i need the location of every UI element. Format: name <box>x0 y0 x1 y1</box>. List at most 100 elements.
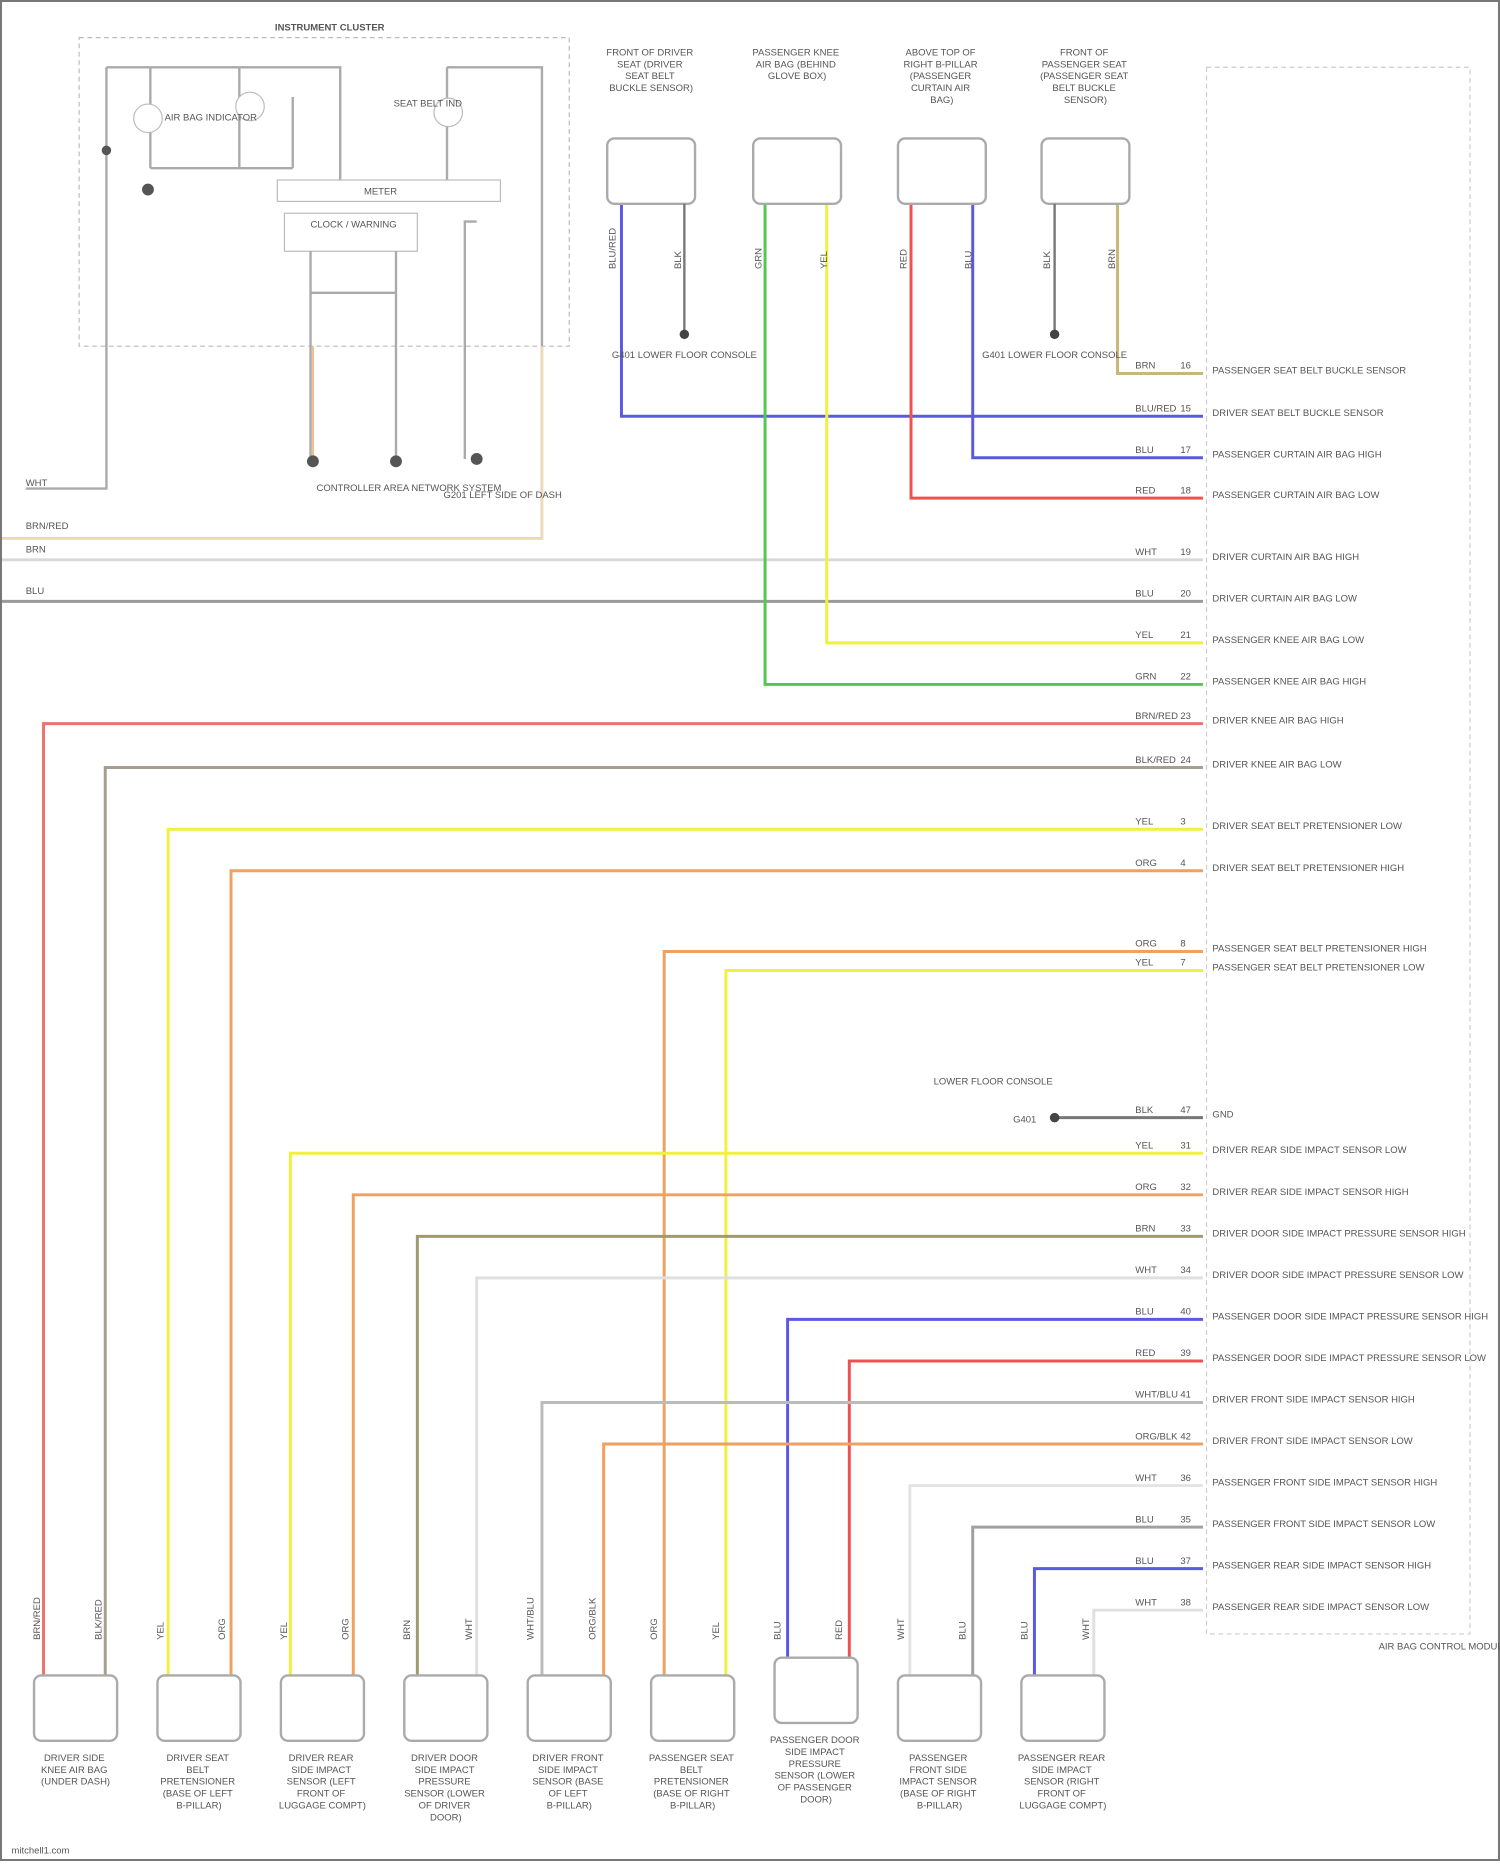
wire-color-code: WHT <box>1135 547 1157 558</box>
wire-color-code: BRN <box>1135 361 1155 372</box>
wire-color-code: BRN/RED <box>32 1597 43 1640</box>
pin-number: 17 <box>1180 445 1191 456</box>
pin-number: 18 <box>1180 485 1191 496</box>
wire-color-code: WHT/BLU <box>526 1597 537 1640</box>
wire-color-code: WHT <box>464 1618 475 1640</box>
wire-color-code: BRN <box>402 1620 413 1640</box>
pin-number: 8 <box>1180 939 1185 950</box>
wire-driver-door-side-impact-pressure-sensor-high <box>415 1234 1203 1682</box>
circuit-label: DRIVER REAR SIDE IMPACT SENSOR LOW <box>1212 1145 1406 1156</box>
wire-color-code: RED <box>1135 485 1155 496</box>
wire-color-code: WHT <box>896 1618 907 1640</box>
wire-driver-seat-belt-pretensioner-high <box>229 869 1203 1682</box>
circuit-label: DRIVER SEAT BELT PRETENSIONER HIGH <box>1212 863 1404 874</box>
wire-color-code: YEL <box>155 1622 166 1640</box>
ground-icon <box>679 329 690 340</box>
g201-label: G201 LEFT SIDE OF DASH <box>443 490 562 501</box>
pin-number: 39 <box>1180 1348 1191 1359</box>
wire-color-code: BLU <box>958 1621 969 1640</box>
wire-passenger-curtain-air-bag-high <box>971 203 1203 460</box>
instrument-cluster: INSTRUMENT CLUSTER AIR BAG INDICATOR SEA… <box>2 22 1500 1857</box>
circuit-label: PASSENGER CURTAIN AIR BAG HIGH <box>1212 450 1381 461</box>
circuit-label: DRIVER CURTAIN AIR BAG LOW <box>1212 593 1357 604</box>
wire-color-code: WHT <box>1135 1597 1157 1608</box>
circuit-label: DRIVER DOOR SIDE IMPACT PRESSURE SENSOR … <box>1212 1270 1463 1281</box>
component-connector <box>156 1674 242 1742</box>
circuit-label: PASSENGER FRONT SIDE IMPACT SENSOR LOW <box>1212 1519 1435 1530</box>
component-label: DRIVER DOOR SIDE IMPACT PRESSURE SENSOR … <box>404 1753 487 1823</box>
circuit-label: PASSENGER REAR SIDE IMPACT SENSOR HIGH <box>1212 1561 1431 1572</box>
pin-number: 42 <box>1180 1431 1191 1442</box>
seatbelt-indicator-lamp-icon <box>433 97 464 128</box>
pin-number: 24 <box>1180 755 1191 766</box>
lamp1-label: AIR BAG INDICATOR <box>165 113 258 124</box>
wire-color-code: ORG <box>1135 1182 1157 1193</box>
circuit-label: PASSENGER DOOR SIDE IMPACT PRESSURE SENS… <box>1212 1353 1486 1364</box>
wire-color-code: WHT <box>1135 1473 1157 1484</box>
circuit-label: PASSENGER SEAT BELT PRETENSIONER HIGH <box>1212 943 1426 954</box>
wire-color-code: YEL <box>819 251 830 269</box>
pin-number: 38 <box>1180 1597 1191 1608</box>
cluster-title: INSTRUMENT CLUSTER <box>275 22 385 33</box>
component-label: DRIVER SEAT BELT PRETENSIONER (BASE OF L… <box>160 1753 237 1811</box>
wire-color-code: BLU <box>1135 589 1154 600</box>
wire-color-code: BLU <box>772 1621 783 1640</box>
circuit-label: GND <box>1212 1110 1233 1121</box>
wire-driver-knee-air-bag-low <box>103 766 1203 1682</box>
circuit-label: DRIVER REAR SIDE IMPACT SENSOR HIGH <box>1212 1187 1408 1198</box>
wire-color-code: ORG <box>217 1618 228 1640</box>
wire-color-code: BRN <box>1107 249 1118 269</box>
wire-passenger-curtain-air-bag-low <box>909 203 1203 500</box>
wire-driver-seat-belt-buckle-sensor <box>619 203 1203 418</box>
wire-color-code: BLK <box>673 250 684 269</box>
component-connector <box>649 1674 736 1742</box>
top-sensor-label: PASSENGER KNEE AIR BAG (BEHIND GLOVE BOX… <box>752 47 841 82</box>
wire-color-code: BLU <box>1135 1307 1154 1318</box>
pin-number: 15 <box>1180 403 1191 414</box>
pin-number: 41 <box>1180 1390 1191 1401</box>
wire-driver-knee-air-bag-high <box>42 722 1203 1682</box>
wire-passenger-rear-side-impact-sensor-high <box>1032 1567 1203 1682</box>
wire-passenger-front-side-impact-sensor-low <box>971 1525 1203 1682</box>
pin-number: 20 <box>1180 589 1191 600</box>
ground-label: G401 LOWER FLOOR CONSOLE <box>982 350 1127 361</box>
top-sensor-connector <box>606 137 697 205</box>
circuit-label: PASSENGER SEAT BELT PRETENSIONER LOW <box>1212 962 1424 973</box>
component-label: PASSENGER SEAT BELT PRETENSIONER (BASE O… <box>649 1753 736 1811</box>
wire-color-code: BLK/RED <box>94 1599 105 1640</box>
pin-number: 22 <box>1180 672 1191 683</box>
indicator-lamp-icon <box>235 91 265 122</box>
component-connector <box>1020 1674 1106 1742</box>
circuit-label: DRIVER FRONT SIDE IMPACT SENSOR LOW <box>1212 1436 1412 1447</box>
wire-color-code: ORG <box>1135 939 1157 950</box>
pin-number: 19 <box>1180 547 1191 558</box>
wire-driver-rear-side-impact-sensor-high <box>351 1193 1203 1682</box>
wire-color-code: BLU <box>1019 1621 1030 1640</box>
meter-block <box>276 179 502 202</box>
circuit-label: PASSENGER DOOR SIDE IMPACT PRESSURE SENS… <box>1212 1311 1488 1322</box>
component-label: DRIVER SIDE KNEE AIR BAG (UNDER DASH) <box>41 1753 110 1788</box>
component-label: PASSENGER DOOR SIDE IMPACT PRESSURE SENS… <box>770 1735 862 1805</box>
wire-driver-seat-belt-pretensioner-low <box>166 827 1203 1682</box>
pin-number: 23 <box>1180 711 1191 722</box>
wire-color-code: ORG/BLK <box>1135 1431 1178 1442</box>
component-connector <box>526 1674 612 1742</box>
module-label: AIR BAG CONTROL MODULE (LOWER FLOOR CONS… <box>1379 1641 1500 1652</box>
top-sensor-label: ABOVE TOP OF RIGHT B-PILLAR (PASSENGER C… <box>903 47 980 105</box>
top-sensor-connector <box>1040 137 1131 205</box>
feed-code: BRN/RED <box>26 521 69 532</box>
pin-number: 35 <box>1180 1514 1191 1525</box>
wire-passenger-door-side-impact-pressure-sensor-high <box>786 1317 1203 1658</box>
pin-number: 31 <box>1180 1141 1191 1152</box>
component-connector <box>403 1674 489 1742</box>
pin-number: 4 <box>1180 858 1185 869</box>
circuit-label: PASSENGER CURTAIN AIR BAG LOW <box>1212 490 1379 501</box>
circuit-label: DRIVER SEAT BELT PRETENSIONER LOW <box>1212 821 1402 832</box>
wire-color-code: YEL <box>1135 816 1153 827</box>
pin-number: 3 <box>1180 816 1185 827</box>
wire-color-code: WHT/BLU <box>1135 1390 1178 1401</box>
wire-color-code: GRN <box>753 248 764 269</box>
wire-color-code: ORG/BLK <box>587 1597 598 1640</box>
